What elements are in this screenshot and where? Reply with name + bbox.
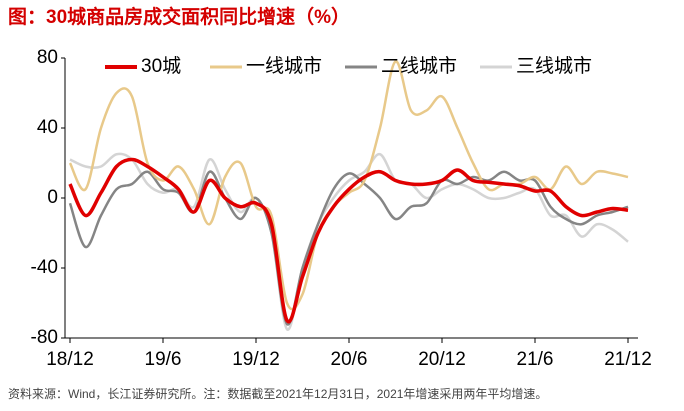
y-tick-label: -80 [31, 327, 58, 348]
legend-label: 30城 [141, 55, 181, 77]
y-tick-label: -40 [31, 257, 58, 278]
x-tick-label: 18/12 [46, 349, 94, 370]
x-tick-label: 20/12 [418, 349, 466, 370]
x-tick-label: 21/6 [517, 349, 554, 370]
y-tick-label: 80 [37, 47, 58, 68]
series-line [68, 60, 629, 311]
x-tick-label: 19/6 [145, 349, 182, 370]
x-tick-label: 19/12 [232, 349, 280, 370]
source-note: 资料来源：Wind，长江证券研究所。注：数据截至2021年12月31日，2021… [8, 386, 547, 401]
chart-title: 图：30城商品房成交面积同比增速（%） [8, 5, 350, 28]
legend-label: 三线城市 [516, 55, 592, 77]
series-line [68, 157, 629, 324]
y-tick-label: 0 [47, 187, 58, 208]
series-line [68, 170, 629, 326]
legend-label: 一线城市 [246, 55, 322, 77]
x-tick-label: 20/6 [331, 349, 368, 370]
series-line [69, 152, 629, 331]
x-tick-label: 21/12 [604, 349, 652, 370]
y-tick-label: 40 [37, 117, 58, 138]
legend-label: 二线城市 [381, 55, 457, 77]
